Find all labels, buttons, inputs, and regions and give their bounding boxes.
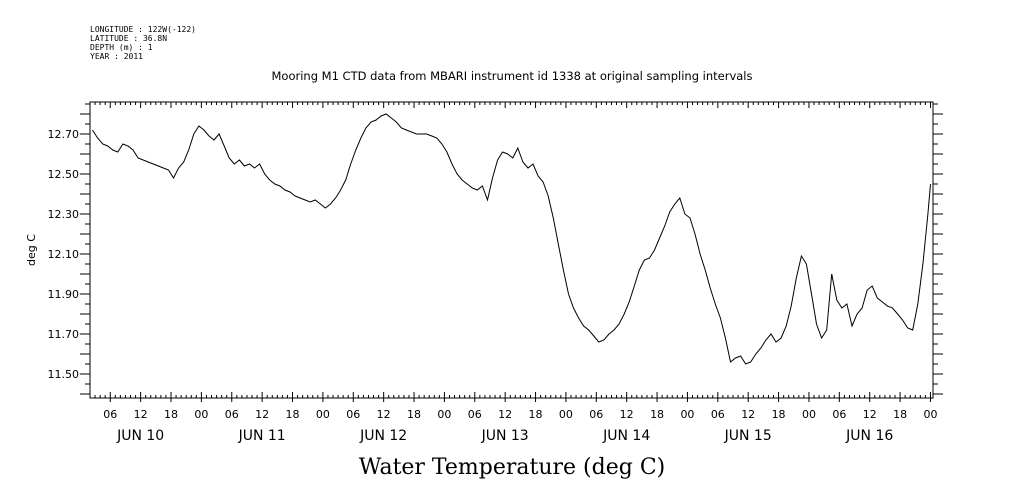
x-tick-label: 06 — [103, 408, 117, 421]
day-label: JUN 15 — [724, 428, 772, 444]
y-tick-label: 11.90 — [48, 288, 80, 301]
x-tick-labels: 06 12 18 00 06 12 18 00 06 12 18 00 06 12 18 00 06 12 18 00… — [103, 408, 937, 421]
x-tick-label: 06 — [225, 408, 239, 421]
y-tick-label: 12.30 — [48, 208, 80, 221]
x-tick-label: 18 — [164, 408, 178, 421]
day-labels: JUN 10 JUN 11 JUN 12 JUN 13 JUN 14 JUN 15 JUN … — [116, 428, 893, 444]
day-label: JUN 13 — [481, 428, 529, 444]
y-axis-label: deg C — [25, 234, 38, 266]
x-tick-label: 00 — [316, 408, 330, 421]
x-tick-label: 00 — [559, 408, 573, 421]
day-label: JUN 12 — [359, 428, 407, 444]
meta-depth: DEPTH (m) : 1 — [90, 43, 153, 52]
x-tick-label: 12 — [741, 408, 755, 421]
x-tick-label: 12 — [863, 408, 877, 421]
axis-ticks — [80, 102, 943, 402]
x-tick-label: 06 — [468, 408, 482, 421]
x-tick-label: 00 — [923, 408, 937, 421]
x-axis-label: Water Temperature (deg C) — [359, 455, 666, 480]
y-tick-label: 12.70 — [48, 128, 80, 141]
x-tick-label: 12 — [620, 408, 634, 421]
day-label: JUN 16 — [845, 428, 893, 444]
meta-longitude: LONGITUDE : 122W(-122) — [90, 25, 196, 34]
chart-title: Mooring M1 CTD data from MBARI instrumen… — [272, 69, 753, 83]
x-tick-label: 00 — [194, 408, 208, 421]
y-tick-label: 11.70 — [48, 328, 80, 341]
series-line-water-temperature — [92, 113, 931, 365]
day-label: JUN 10 — [116, 428, 164, 444]
day-label: JUN 11 — [238, 428, 286, 444]
x-tick-label: 18 — [650, 408, 664, 421]
x-tick-label: 12 — [134, 408, 148, 421]
x-tick-label: 00 — [437, 408, 451, 421]
y-tick-label: 12.10 — [48, 248, 80, 261]
metadata-block: LONGITUDE : 122W(-122) LATITUDE : 36.8N … — [90, 25, 196, 61]
plot-frame — [89, 101, 934, 399]
x-tick-label: 06 — [711, 408, 725, 421]
x-tick-label: 06 — [832, 408, 846, 421]
meta-year: YEAR : 2011 — [90, 52, 143, 61]
x-tick-label: 18 — [772, 408, 786, 421]
x-tick-label: 00 — [802, 408, 816, 421]
day-label: JUN 14 — [602, 428, 650, 444]
y-tick-label: 11.50 — [48, 368, 80, 381]
y-tick-label: 12.50 — [48, 168, 80, 181]
x-tick-label: 18 — [286, 408, 300, 421]
x-tick-label: 18 — [407, 408, 421, 421]
x-tick-label: 18 — [893, 408, 907, 421]
x-tick-label: 12 — [377, 408, 391, 421]
meta-latitude: LATITUDE : 36.8N — [90, 34, 167, 43]
x-tick-label: 06 — [346, 408, 360, 421]
x-tick-label: 18 — [529, 408, 543, 421]
x-tick-label: 12 — [498, 408, 512, 421]
x-tick-label: 06 — [589, 408, 603, 421]
y-tick-labels: 11.50 11.70 11.90 12.10 12.30 12.50 12.70 — [48, 128, 80, 381]
x-tick-label: 12 — [255, 408, 269, 421]
x-tick-label: 00 — [680, 408, 694, 421]
